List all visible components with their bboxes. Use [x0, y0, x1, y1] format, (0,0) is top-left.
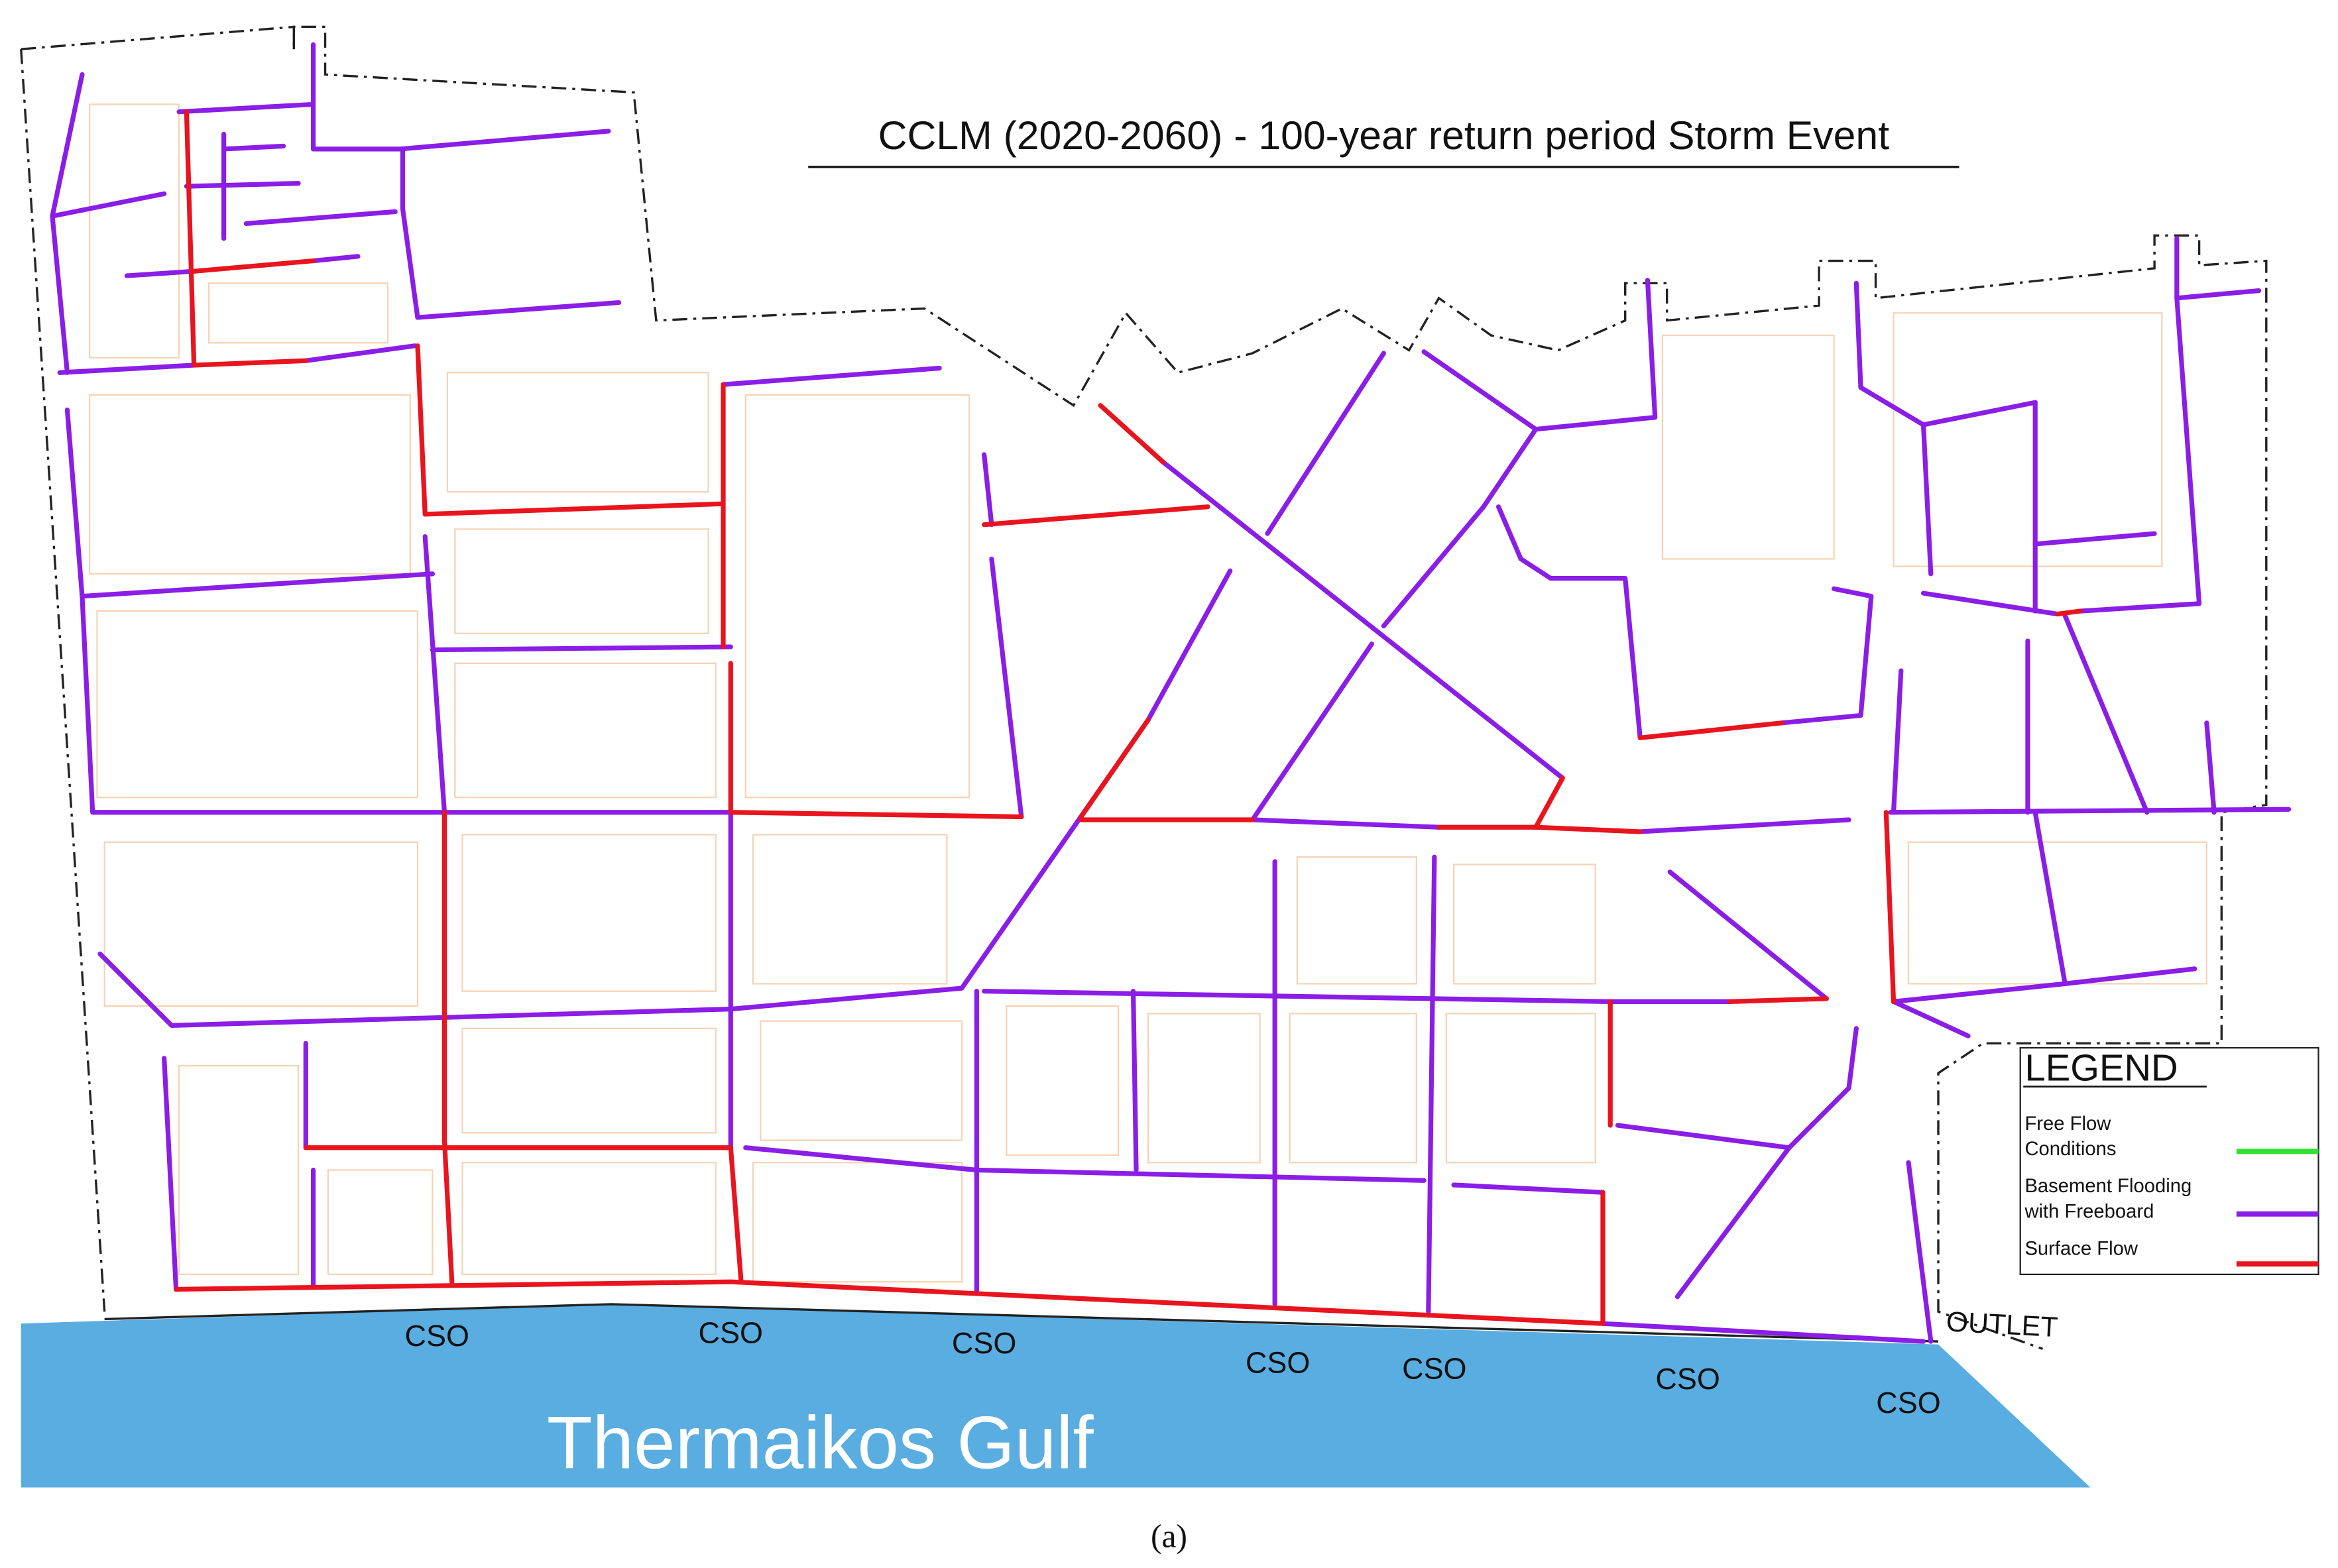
sea [21, 1304, 2091, 1488]
sea-label: Thermaikos Gulf [547, 1400, 1094, 1484]
caption: (a) [1151, 1518, 1187, 1555]
coastline [104, 1303, 1939, 1343]
legend-label: Conditions [2024, 1139, 2116, 1160]
legend-label: Free Flow [2024, 1113, 2111, 1135]
cso-label: CSO [1246, 1345, 1310, 1379]
cso-label: CSO [404, 1319, 469, 1353]
outlet-label: OUTLET [1946, 1306, 2059, 1343]
parcels [89, 103, 2207, 1283]
boundary [20, 49, 106, 1312]
cso-label: CSO [1402, 1351, 1466, 1385]
basement-flooding-pipes [50, 42, 2292, 1344]
legend-box [2019, 1046, 2319, 1276]
cso-label: CSO [699, 1316, 763, 1349]
surface-flow-pipes [174, 109, 2083, 1326]
cso-label: CSO [1655, 1362, 1720, 1396]
legend: LEGEND Free Flow Conditions Basement Flood… [2019, 1046, 2319, 1276]
map-title: CCLM (2020-2060) - 100-year return perio… [878, 113, 1890, 158]
legend-label: Basement Flooding [2024, 1176, 2192, 1197]
legend-label: with Freeboard [2024, 1201, 2154, 1222]
boundary [21, 25, 295, 50]
boundary [292, 25, 2268, 1350]
cso-label: CSO [952, 1326, 1016, 1360]
legend-label: Surface Flow [2024, 1239, 2138, 1260]
legend-title: LEGEND [2024, 1047, 2178, 1089]
cso-label: CSO [1876, 1386, 1940, 1420]
